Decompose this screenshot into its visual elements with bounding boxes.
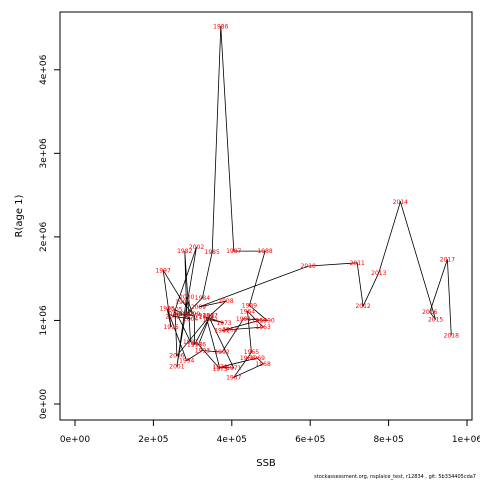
point-label-1992: 1992 <box>214 349 229 356</box>
x-tick-label: 2e+05 <box>138 435 168 445</box>
point-label-1966: 1966 <box>240 355 255 362</box>
point-label-1995: 1995 <box>159 306 174 313</box>
point-label-2007: 2007 <box>203 312 218 319</box>
point-label-2009: 2009 <box>191 304 206 311</box>
point-label-1967: 1967 <box>226 374 241 381</box>
point-label-2010: 2010 <box>301 263 316 270</box>
point-label-2017: 2017 <box>440 256 455 263</box>
point-label-1983: 1983 <box>179 311 194 318</box>
point-label-2006: 2006 <box>169 353 184 360</box>
point-label-1999: 1999 <box>185 311 200 318</box>
point-label-1977: 1977 <box>203 312 218 319</box>
x-tick-label: 4e+05 <box>217 435 247 445</box>
point-label-2008: 2008 <box>218 298 233 305</box>
point-label-2013: 2013 <box>371 270 386 277</box>
point-label-1978: 1978 <box>187 342 202 349</box>
point-label-1988: 1988 <box>257 248 272 255</box>
point-label-1969: 1969 <box>250 355 265 362</box>
point-label-1963: 1963 <box>256 324 271 331</box>
point-label-1991: 1991 <box>236 316 251 323</box>
y-axis: 0e+00 1e+06 2e+06 3e+06 4e+06 <box>39 54 61 420</box>
point-label-2014: 2014 <box>393 199 408 206</box>
footer-note: stockassessment.org, nsplaice_test, r128… <box>314 474 476 480</box>
point-label-2011: 2011 <box>350 260 365 267</box>
point-label-1974: 1974 <box>199 314 214 321</box>
x-axis: 0e+00 2e+05 4e+05 6e+05 8e+05 1e+06 <box>60 419 480 445</box>
point-label-1961: 1961 <box>214 327 229 334</box>
point-label-1980: 1980 <box>169 311 184 318</box>
point-label-1985: 1985 <box>205 249 220 256</box>
point-label-1979: 1979 <box>187 312 202 319</box>
point-label-2002: 2002 <box>189 244 204 251</box>
point-label-2016: 2016 <box>422 309 437 316</box>
series-line <box>162 26 452 379</box>
y-tick-label: 2e+06 <box>39 221 49 252</box>
point-label-2005: 2005 <box>167 307 182 314</box>
point-label-1987: 1987 <box>226 248 241 255</box>
point-label-1998: 1998 <box>175 299 190 306</box>
point-label-1993: 1993 <box>195 348 210 355</box>
point-label-1997: 1997 <box>156 267 171 274</box>
y-tick-label: 1e+06 <box>39 305 49 336</box>
point-label-2015: 2015 <box>428 317 443 324</box>
point-label-1994: 1994 <box>179 358 194 365</box>
point-label-1996: 1996 <box>163 324 178 331</box>
point-label-2003: 2003 <box>165 313 180 320</box>
point-label-1989: 1989 <box>242 302 257 309</box>
x-tick-label: 1e+06 <box>452 435 480 445</box>
plot-frame <box>59 11 473 421</box>
x-tick-label: 8e+05 <box>373 435 403 445</box>
point-label-1968: 1968 <box>256 361 271 368</box>
point-label-1982: 1982 <box>177 248 192 255</box>
point-label-1973: 1973 <box>216 320 231 327</box>
x-tick-label: 6e+05 <box>295 435 325 445</box>
point-label-1984: 1984 <box>195 295 210 302</box>
y-tick-label: 3e+06 <box>39 138 49 169</box>
point-label-2012: 2012 <box>355 303 370 310</box>
point-label-2001: 2001 <box>169 363 184 370</box>
point-label-1970: 1970 <box>212 364 227 371</box>
point-label-1962: 1962 <box>222 327 237 334</box>
point-label-1990: 1990 <box>259 317 274 324</box>
point-label-2018: 2018 <box>444 332 459 339</box>
y-tick-label: 0e+00 <box>39 389 49 420</box>
point-label-1960: 1960 <box>252 317 267 324</box>
point-label-2004: 2004 <box>183 316 198 323</box>
y-tick-label: 4e+06 <box>39 54 49 85</box>
point-label-1965: 1965 <box>244 349 259 356</box>
point-label-1964: 1964 <box>240 308 255 315</box>
point-label-1976: 1976 <box>191 342 206 349</box>
point-label-1986: 1986 <box>213 23 228 30</box>
point-label-1972: 1972 <box>203 317 218 324</box>
y-axis-title: R(age 1) <box>14 194 25 237</box>
point-label-2000: 2000 <box>179 294 194 301</box>
point-label-1971: 1971 <box>226 365 241 372</box>
x-axis-title: SSB <box>256 458 276 469</box>
x-tick-label: 0e+00 <box>60 435 91 445</box>
point-label-1981: 1981 <box>183 339 198 346</box>
point-label-1975: 1975 <box>212 366 227 373</box>
